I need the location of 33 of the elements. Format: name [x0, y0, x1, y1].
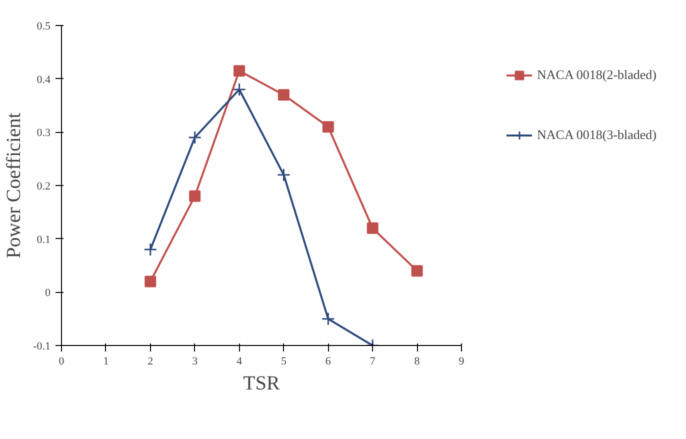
- x-tick-label: 8: [414, 356, 420, 368]
- x-tick-label: 2: [148, 356, 154, 368]
- y-tick-label: 0.2: [36, 180, 50, 192]
- x-tick-label: 9: [458, 356, 465, 368]
- y-tick-label: 0: [45, 287, 51, 300]
- point: [276, 168, 290, 182]
- x-tick-label: 5: [280, 356, 287, 368]
- x-tick-label: 1: [103, 356, 109, 368]
- point: [411, 265, 423, 277]
- y-tick-label: 0.3: [36, 127, 51, 140]
- x-tick-label: 3: [192, 356, 198, 368]
- y-tick-label: 0.1: [36, 234, 50, 246]
- x-tick-label: 4: [236, 356, 243, 368]
- point: [232, 82, 246, 96]
- point: [278, 89, 290, 101]
- x-tick-label: 7: [370, 356, 376, 368]
- x-axis-title: TSR: [243, 372, 280, 394]
- point: [144, 276, 156, 288]
- legend-label: NACA 0018(2-bladed): [537, 67, 657, 83]
- point: [366, 222, 378, 234]
- x-tick-label: 6: [325, 356, 332, 368]
- point: [321, 312, 335, 326]
- point: [189, 190, 201, 202]
- point: [188, 130, 202, 144]
- y-tick-label: 0.5: [36, 20, 51, 32]
- y-tick-label: 0.4: [36, 74, 51, 86]
- y-axis-title: Power Coefficient: [3, 112, 26, 258]
- point: [322, 121, 334, 133]
- legend-label: NACA 0018(3-bladed): [537, 127, 657, 143]
- y-tick-label: -0.1: [33, 340, 51, 352]
- point: [144, 242, 158, 256]
- x-tick-label: 0: [58, 356, 65, 368]
- point: [234, 65, 246, 77]
